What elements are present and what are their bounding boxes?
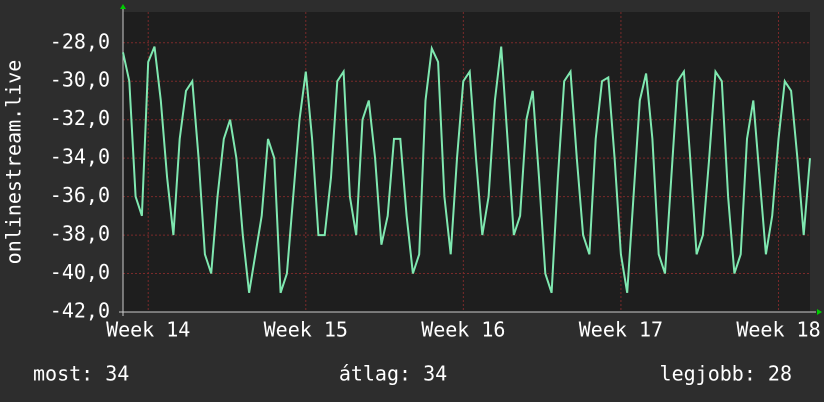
y-axis-arrow	[120, 4, 126, 9]
stat-best: legjobb: 28	[660, 362, 792, 386]
y-tick-label: -30,0	[50, 68, 110, 92]
x-tick-label: Week 18	[736, 318, 820, 342]
x-tick-label: Week 17	[579, 318, 663, 342]
y-tick-label: -28,0	[50, 29, 110, 53]
y-tick-label: -32,0	[50, 106, 110, 130]
y-axis-label: onlinestream.live	[2, 60, 26, 265]
stat-current: most: 34	[33, 362, 129, 386]
y-tick-label: -34,0	[50, 145, 110, 169]
y-tick-label: -40,0	[50, 260, 110, 284]
y-tick-label: -36,0	[50, 183, 110, 207]
x-tick-label: Week 16	[421, 318, 505, 342]
stat-average: átlag: 34	[339, 362, 447, 386]
x-tick-label: Week 15	[264, 318, 348, 342]
y-tick-label: -42,0	[50, 299, 110, 323]
plot-area	[123, 12, 810, 312]
data-line	[122, 44, 811, 294]
x-axis-arrow	[817, 309, 822, 315]
y-tick-label: -38,0	[50, 222, 110, 246]
x-tick-label: Week 14	[106, 318, 190, 342]
